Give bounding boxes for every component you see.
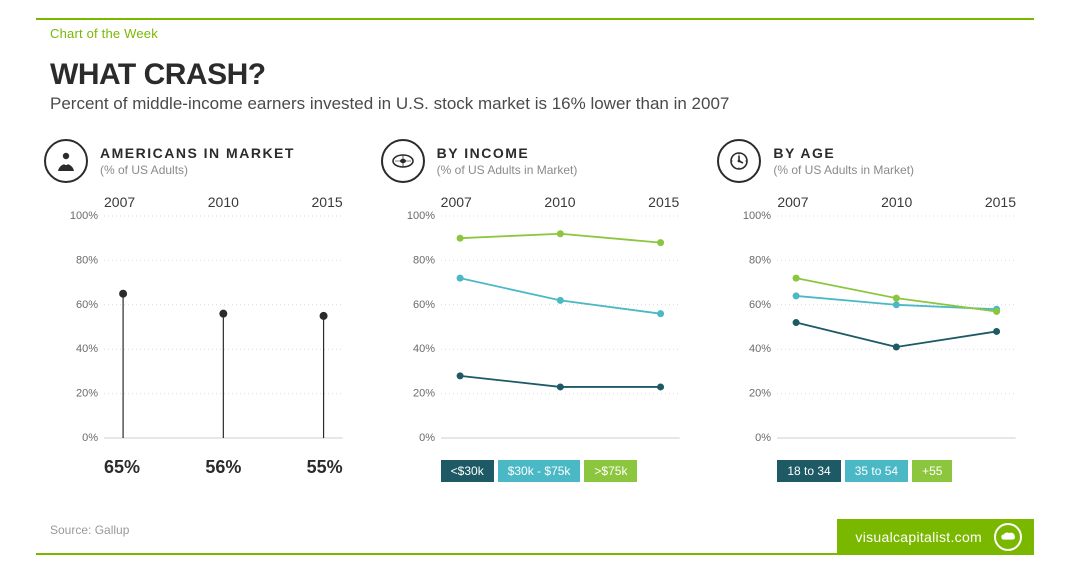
panel-head: AMERICANS IN MARKET (% of US Adults) xyxy=(36,136,361,186)
clock-icon xyxy=(717,139,761,183)
legend-chip: $30k - $75k xyxy=(498,460,581,482)
source-label: Source: Gallup xyxy=(50,523,129,537)
panel-title: BY INCOME xyxy=(437,145,578,161)
svg-text:0%: 0% xyxy=(82,432,98,444)
panel-title: AMERICANS IN MARKET xyxy=(100,145,295,161)
headline: WHAT CRASH? xyxy=(50,58,266,92)
svg-text:20%: 20% xyxy=(76,388,98,400)
panel-head: BY AGE (% of US Adults in Market) xyxy=(709,136,1034,186)
svg-text:40%: 40% xyxy=(749,343,771,355)
svg-text:60%: 60% xyxy=(749,299,771,311)
value-label: 56% xyxy=(205,457,241,478)
svg-text:40%: 40% xyxy=(413,343,435,355)
svg-text:80%: 80% xyxy=(413,254,435,266)
svg-text:60%: 60% xyxy=(413,299,435,311)
legend-chip: 18 to 34 xyxy=(777,460,840,482)
legend: <$30k$30k - $75k>$75k xyxy=(441,460,680,482)
svg-text:100%: 100% xyxy=(70,210,98,222)
top-rule xyxy=(36,18,1034,20)
panel-by-income: BY INCOME (% of US Adults in Market) 200… xyxy=(373,136,698,496)
panel-head: BY INCOME (% of US Adults in Market) xyxy=(373,136,698,186)
svg-text:0%: 0% xyxy=(755,432,771,444)
year-label: 2010 xyxy=(208,194,239,210)
person-icon xyxy=(44,139,88,183)
year-label: 2010 xyxy=(881,194,912,210)
lollipop-plot: 0%20%40%60%80%100% xyxy=(64,216,343,438)
year-label: 2007 xyxy=(104,194,135,210)
year-row: 2007 2010 2015 xyxy=(104,194,343,210)
legend-chip: 35 to 54 xyxy=(845,460,908,482)
brand-logo-icon xyxy=(994,523,1022,551)
year-label: 2015 xyxy=(648,194,679,210)
year-row: 2007 2010 2015 xyxy=(441,194,680,210)
brand-text: visualcapitalist.com xyxy=(855,529,982,545)
svg-text:20%: 20% xyxy=(749,388,771,400)
panel-americans-in-market: AMERICANS IN MARKET (% of US Adults) 200… xyxy=(36,136,361,496)
svg-text:80%: 80% xyxy=(76,254,98,266)
year-label: 2007 xyxy=(777,194,808,210)
svg-text:60%: 60% xyxy=(76,299,98,311)
value-label: 55% xyxy=(307,457,343,478)
year-label: 2007 xyxy=(441,194,472,210)
legend: 18 to 3435 to 54+55 xyxy=(777,460,1016,482)
svg-text:100%: 100% xyxy=(743,210,771,222)
legend-chip: +55 xyxy=(912,460,952,482)
value-label: 65% xyxy=(104,457,140,478)
legend-chip: >$75k xyxy=(584,460,637,482)
year-label: 2015 xyxy=(312,194,343,210)
line-plot: 0%20%40%60%80%100% xyxy=(737,216,1016,438)
svg-text:100%: 100% xyxy=(407,210,435,222)
legend-chip: <$30k xyxy=(441,460,494,482)
svg-text:80%: 80% xyxy=(749,254,771,266)
svg-text:40%: 40% xyxy=(76,343,98,355)
subtitle: Percent of middle-income earners investe… xyxy=(50,94,729,114)
year-label: 2015 xyxy=(985,194,1016,210)
panel-subtitle: (% of US Adults in Market) xyxy=(773,163,914,177)
svg-text:0%: 0% xyxy=(419,432,435,444)
svg-text:20%: 20% xyxy=(413,388,435,400)
value-row: 65% 56% 55% xyxy=(104,457,343,478)
kicker: Chart of the Week xyxy=(50,26,158,41)
year-row: 2007 2010 2015 xyxy=(777,194,1016,210)
panels: AMERICANS IN MARKET (% of US Adults) 200… xyxy=(36,136,1034,496)
panel-subtitle: (% of US Adults) xyxy=(100,163,295,177)
panel-title: BY AGE xyxy=(773,145,914,161)
panel-subtitle: (% of US Adults in Market) xyxy=(437,163,578,177)
brand-strip: visualcapitalist.com xyxy=(837,519,1034,555)
year-label: 2010 xyxy=(544,194,575,210)
money-icon xyxy=(381,139,425,183)
panel-by-age: BY AGE (% of US Adults in Market) 2007 2… xyxy=(709,136,1034,496)
line-plot: 0%20%40%60%80%100% xyxy=(401,216,680,438)
